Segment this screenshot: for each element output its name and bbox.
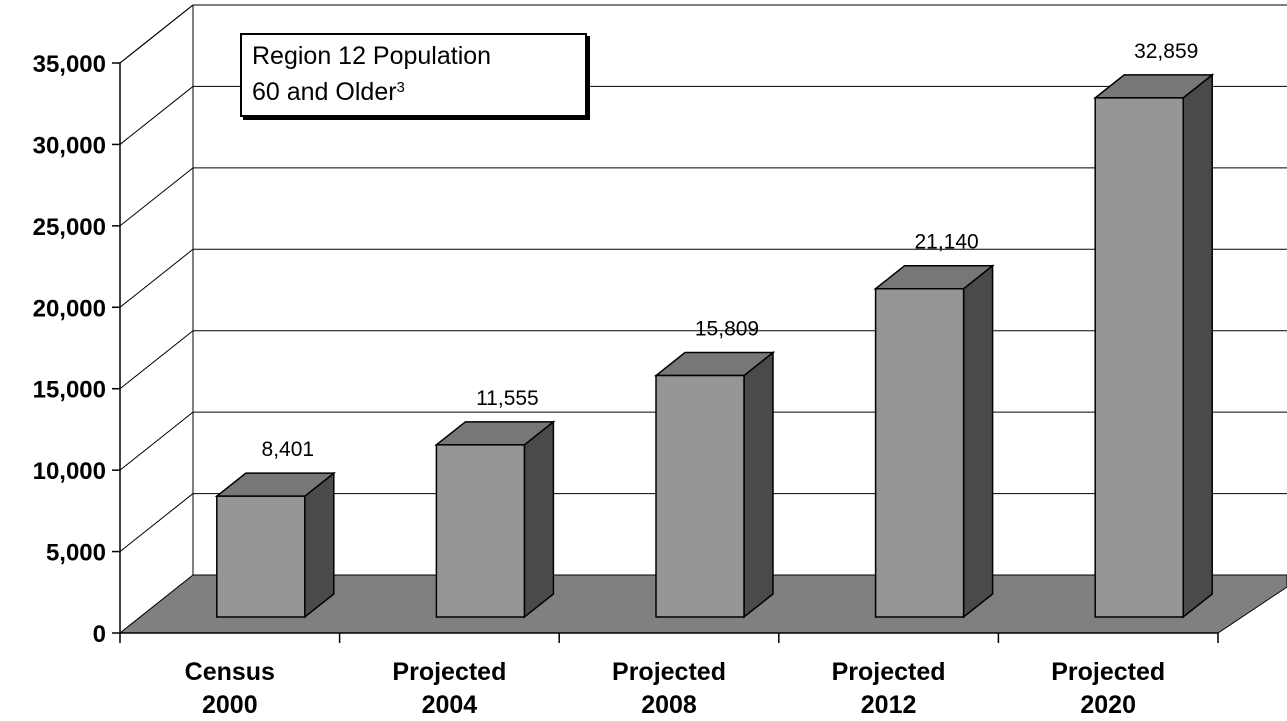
y-tick-label: 0: [93, 621, 106, 648]
gridline-side: [119, 248, 194, 308]
y-tick-label: 25,000: [33, 214, 106, 241]
y-tick-label: 30,000: [33, 132, 106, 159]
y-tick-label: 35,000: [33, 51, 106, 78]
bar: [653, 350, 776, 619]
data-label: 21,140: [914, 231, 978, 254]
y-tick-labels: 0 5,000 10,000 15,000 20,000 25,000 30,000 35,0…: [33, 51, 106, 648]
y-tick-label: 10,000: [33, 458, 106, 485]
bar-side: [743, 350, 774, 619]
data-label: 11,555: [476, 387, 539, 410]
chart-title-line2-wrap: 60 and Older3: [252, 72, 585, 108]
bar-side: [1182, 73, 1213, 619]
bar-front: [874, 287, 965, 618]
data-labels: 8,401 11,555 15,809 21,140 32,859: [262, 40, 1199, 461]
category-label-line2: 2000: [202, 691, 258, 719]
chart-title-footnote: 3: [396, 79, 405, 96]
gridline-side: [119, 167, 194, 227]
bar: [1093, 73, 1215, 619]
chart-title: Region 12 Population 60 and Older3: [240, 33, 587, 117]
gridline-side: [119, 493, 194, 552]
y-tick-label: 5,000: [46, 540, 106, 567]
category-label-line1: Projected: [1051, 658, 1165, 686]
bar-front: [216, 495, 306, 618]
bar-front: [435, 444, 526, 618]
bar: [434, 420, 556, 619]
data-label: 8,401: [262, 438, 315, 461]
y-tick-label: 15,000: [33, 377, 106, 404]
category-label-line2: 2004: [422, 691, 478, 719]
category-label-line2: 2012: [861, 691, 917, 719]
axes: [112, 62, 1219, 643]
bar: [214, 471, 336, 619]
category-label-line1: Projected: [392, 658, 506, 686]
category-label-line1: Census: [185, 658, 275, 686]
chart-title-line1: Region 12 Population: [252, 42, 492, 70]
wall-top-edge: [119, 4, 194, 64]
y-tick-label: 20,000: [33, 295, 106, 322]
chart-title-line2: 60 and Older: [252, 78, 397, 106]
bar: [873, 264, 995, 619]
category-label-line1: Projected: [612, 658, 726, 686]
category-labels: Census 2000 Projected 2004 Projected 2008 Proj…: [185, 658, 1166, 719]
bar-side: [962, 264, 994, 619]
bar-side: [304, 471, 335, 619]
category-label-line1: Projected: [832, 658, 946, 686]
gridline-side: [119, 86, 194, 145]
category-label-line2: 2020: [1080, 691, 1136, 719]
bar-front: [1094, 97, 1184, 618]
bar-front: [655, 374, 745, 618]
gridline-side: [119, 411, 194, 471]
data-label: 15,809: [695, 318, 759, 341]
bar-side: [523, 420, 555, 619]
category-label-line2: 2008: [641, 691, 697, 719]
data-label: 32,859: [1134, 40, 1198, 63]
gridline-side: [119, 330, 194, 390]
bars: [214, 73, 1215, 619]
